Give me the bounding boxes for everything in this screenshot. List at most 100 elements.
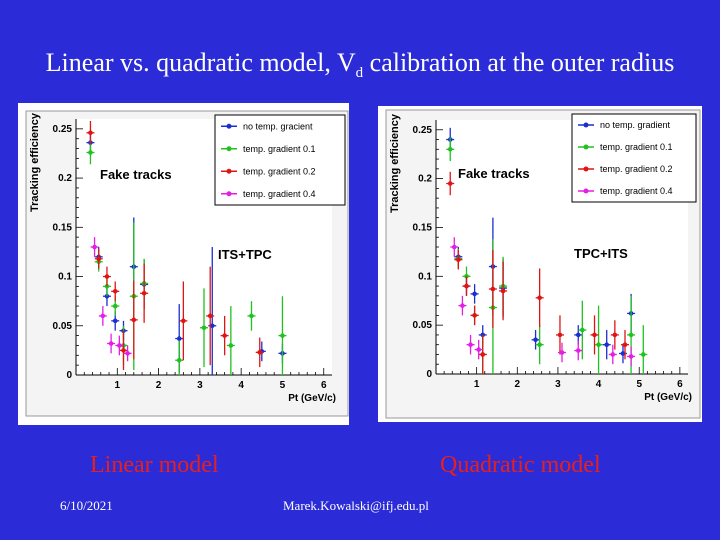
data-point — [559, 350, 565, 355]
data-point — [176, 357, 182, 363]
legend-box — [214, 114, 346, 206]
data-point — [612, 332, 618, 338]
title-subscript: d — [355, 65, 364, 82]
legend-label: temp. gradient 0.4 — [600, 186, 673, 196]
slide-title: Linear vs. quadratic model, Vd calibrati… — [0, 48, 720, 82]
data-point — [500, 288, 506, 294]
data-point — [464, 274, 469, 279]
data-point — [207, 313, 213, 319]
data-point — [96, 256, 102, 262]
legend-label: temp. gradient 0.4 — [243, 189, 316, 199]
data-point — [108, 341, 114, 346]
caption-linear-model: Linear model — [90, 452, 219, 478]
legend-marker — [583, 122, 589, 128]
data-point — [537, 295, 542, 301]
data-point — [580, 327, 585, 333]
y-tick-label: 0.1 — [58, 272, 72, 283]
data-point — [604, 342, 610, 347]
data-point — [557, 332, 563, 338]
legend: no temp. gradient temp. gradient 0.1 temp.… — [571, 113, 697, 203]
chart-annotation: ITS+TPC — [218, 247, 272, 262]
y-tick-label: 0.1 — [418, 271, 432, 282]
legend-label: temp. gradient 0.1 — [243, 144, 316, 154]
legend-marker — [226, 168, 232, 174]
legend: no temp. gracient temp. gradient 0.1 temp.… — [214, 114, 346, 206]
chart-title: Fake tracks — [458, 166, 530, 181]
x-tick-label: 1 — [474, 379, 480, 390]
data-point — [112, 318, 118, 324]
y-tick-label: 0 — [426, 369, 432, 380]
chart-annotation: TPC+ITS — [574, 246, 628, 261]
data-point — [257, 350, 263, 355]
data-point — [447, 181, 453, 186]
data-point — [121, 348, 126, 353]
series-2 — [446, 171, 629, 374]
data-point — [228, 343, 234, 348]
data-point — [620, 351, 626, 356]
data-point — [628, 332, 634, 338]
data-point — [575, 332, 581, 338]
data-point — [622, 342, 628, 347]
data-point — [209, 323, 215, 329]
legend-marker — [583, 166, 589, 172]
chart-panel-quadratic: 1 2 3 4 5 6 0 0.05 0.1 0.15 0.2 0.25 Pt (GeV/c) Track… — [378, 106, 702, 422]
data-point — [100, 313, 106, 319]
data-point — [104, 274, 110, 279]
data-point — [201, 325, 207, 331]
footer-date: 6/10/2021 — [60, 498, 113, 513]
y-axis-label: Tracking efficiency — [29, 112, 41, 212]
data-point — [125, 351, 130, 356]
y-tick-label: 0.2 — [58, 173, 72, 184]
series-3 — [90, 237, 132, 362]
x-tick-label: 5 — [636, 379, 642, 390]
data-point — [468, 342, 473, 347]
x-axis-label: Pt (GeV/c) — [288, 393, 336, 404]
series-3 — [450, 237, 636, 367]
x-tick-label: 2 — [515, 379, 521, 390]
data-point — [456, 257, 461, 262]
legend-label: temp. gradient 0.2 — [243, 166, 316, 176]
data-point — [596, 342, 601, 347]
data-point — [249, 313, 254, 319]
x-tick-label: 2 — [156, 380, 162, 391]
data-point — [610, 352, 616, 357]
x-tick-label: 3 — [555, 379, 561, 390]
data-point — [141, 290, 147, 296]
y-tick-label: 0.05 — [53, 321, 73, 332]
x-tick-label: 5 — [280, 380, 286, 391]
data-point — [92, 244, 97, 250]
legend-label: no temp. gracient — [243, 121, 313, 131]
data-point — [533, 337, 538, 343]
data-point — [472, 291, 477, 297]
data-point — [464, 283, 469, 289]
legend-marker — [226, 191, 232, 197]
y-tick-label: 0.25 — [53, 124, 73, 135]
x-tick-label: 1 — [115, 380, 121, 391]
y-tick-label: 0.15 — [413, 222, 433, 233]
y-tick-label: 0.25 — [413, 125, 433, 136]
chart-linear: 1 2 3 4 5 6 0 0.05 0.1 0.15 0.2 0.25 Pt (GeV/c) Track… — [25, 110, 349, 417]
legend-label: temp. gradient 0.1 — [600, 142, 673, 152]
data-point — [537, 342, 542, 347]
data-point — [181, 318, 186, 324]
legend-marker — [226, 123, 232, 129]
y-tick-label: 0.2 — [418, 174, 432, 185]
legend-marker — [583, 144, 589, 150]
data-point — [222, 333, 227, 338]
data-point — [112, 289, 118, 294]
caption-quadratic-model: Quadratic model — [440, 452, 601, 478]
data-point — [628, 354, 634, 359]
y-tick-label: 0.15 — [53, 222, 73, 233]
legend-label: no temp. gradient — [600, 120, 671, 130]
x-tick-label: 6 — [321, 380, 327, 391]
title-main: Linear vs. quadratic model, V — [45, 48, 356, 77]
legend-marker — [226, 146, 232, 152]
series-1 — [86, 140, 287, 375]
legend-marker — [583, 188, 589, 194]
y-tick-label: 0.05 — [413, 320, 433, 331]
data-point — [88, 150, 93, 155]
x-tick-label: 3 — [197, 380, 203, 391]
chart-quadratic: 1 2 3 4 5 6 0 0.05 0.1 0.15 0.2 0.25 Pt (GeV/c) Track… — [385, 109, 701, 419]
data-point — [131, 317, 137, 323]
legend-box — [571, 113, 697, 203]
